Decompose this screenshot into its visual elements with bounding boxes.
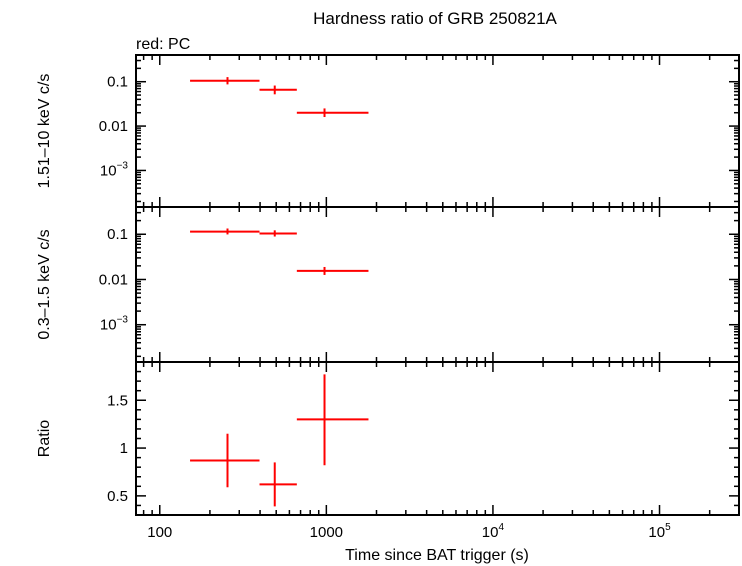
panel-hard-band: 0.1 0.01 10−3 1.51–10 keV c/s: [36, 54, 740, 208]
panel-soft-band: 0.1 0.01 10−3 0.3–1.5 keV c/s: [36, 206, 740, 363]
x-tick-label: 1000: [310, 524, 343, 541]
panel-frame: [135, 206, 740, 363]
x-axis-label: Time since BAT trigger (s): [345, 547, 529, 564]
y-tick-label: 0.5: [107, 488, 128, 505]
y-tick-label: 10−3: [100, 160, 129, 179]
x-tick-label: 104: [482, 522, 505, 541]
legend-note: red: PC: [136, 36, 190, 53]
y-tick-label: 1.5: [107, 392, 128, 409]
panel-ratio: 0.5 1 1.5 Ratio: [36, 361, 740, 516]
x-tick-label: 105: [648, 522, 671, 541]
y-tick-label: 0.1: [107, 74, 128, 91]
y-tick-label: 10−3: [100, 315, 129, 334]
y-tick-label: 0.1: [107, 226, 128, 243]
chart-title: Hardness ratio of GRB 250821A: [313, 9, 557, 28]
panel-frame: [135, 54, 740, 208]
panel-frame: [135, 361, 740, 516]
y-tick-label: 0.01: [99, 118, 128, 135]
y-tick-label: 0.01: [99, 271, 128, 288]
y-axis-label-hard-band: 1.51–10 keV c/s: [36, 74, 53, 189]
y-axis-label-soft-band: 0.3–1.5 keV c/s: [36, 229, 53, 339]
panels-layer: 0.1 0.01 10−3 1.51–10 keV c/s 0.1 0.01 10−3 0.3…: [36, 54, 740, 541]
x-tick-label: 100: [147, 524, 172, 541]
y-axis-label-ratio: Ratio: [36, 420, 53, 457]
y-tick-label: 1: [120, 440, 128, 457]
